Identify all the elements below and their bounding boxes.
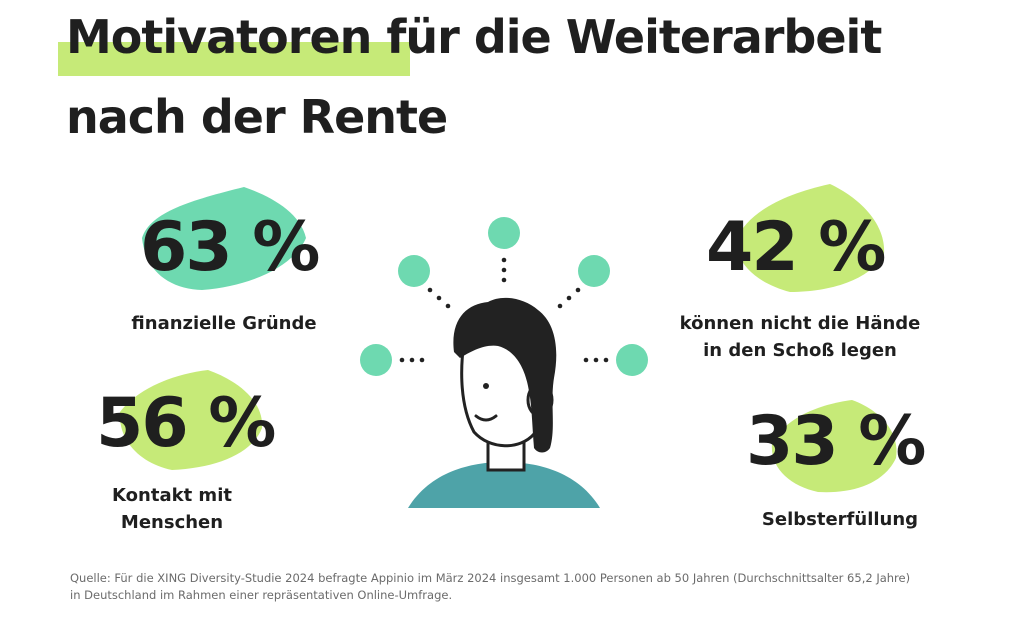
stat-value: 33 % bbox=[746, 402, 926, 481]
stat-label: Selbsterfüllung bbox=[761, 509, 919, 530]
stat-value: 42 % bbox=[706, 208, 886, 287]
page-title: Motivatoren für die Weiterarbeit bbox=[66, 10, 882, 64]
stat-value: 63 % bbox=[140, 208, 320, 287]
stat-value: 56 % bbox=[96, 384, 276, 463]
stat-label: können nicht die Hände in den Schoß lege… bbox=[679, 313, 921, 361]
thinking-person-icon bbox=[360, 217, 648, 508]
source-note: Quelle: Für die XING Diversity-Studie 20… bbox=[70, 571, 911, 602]
page-title-line-2: nach der Rente bbox=[66, 90, 448, 144]
stat-blob-green bbox=[119, 370, 263, 470]
stat-blob-green bbox=[736, 184, 885, 292]
stat-label: finanzielle Gründe bbox=[131, 313, 317, 334]
stat-blob-mint bbox=[142, 187, 306, 290]
stat-blob-green bbox=[771, 400, 897, 493]
stat-label: Kontakt mit Menschen bbox=[112, 485, 232, 533]
title-highlight bbox=[58, 42, 410, 76]
